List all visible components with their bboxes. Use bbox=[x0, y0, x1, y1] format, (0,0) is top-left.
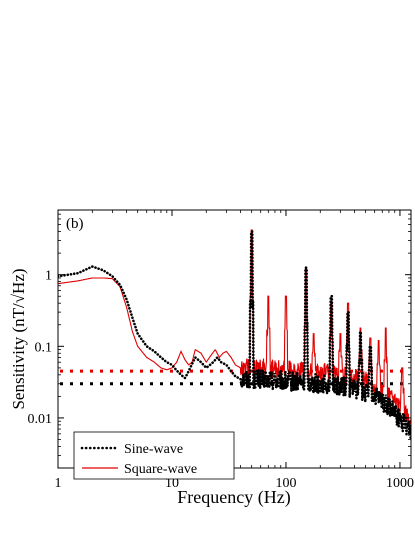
y-axis-label: Sensitivity (nT/√Hz) bbox=[9, 268, 28, 409]
y-tick-label: 0.01 bbox=[28, 412, 53, 427]
legend-label-sine: Sine-wave bbox=[124, 442, 183, 457]
panel-label: (b) bbox=[66, 216, 84, 232]
series-line-square bbox=[58, 229, 411, 430]
y-tick-label: 1 bbox=[45, 269, 52, 284]
x-axis-label: Frequency (Hz) bbox=[177, 487, 290, 508]
data-layer bbox=[58, 229, 411, 438]
legend-box bbox=[73, 431, 235, 480]
x-tick-label: 1000 bbox=[386, 476, 414, 491]
x-tick-label: 1 bbox=[55, 476, 62, 491]
legend-label-square: Square-wave bbox=[124, 462, 197, 477]
series-line-sine bbox=[58, 230, 411, 438]
x-tick-label: 100 bbox=[275, 476, 296, 491]
legend: Sine-wave Square-wave bbox=[73, 431, 235, 480]
plot-frame bbox=[57, 209, 412, 469]
x-tick-label: 10 bbox=[165, 476, 179, 491]
y-tick-label: 0.1 bbox=[35, 340, 53, 355]
